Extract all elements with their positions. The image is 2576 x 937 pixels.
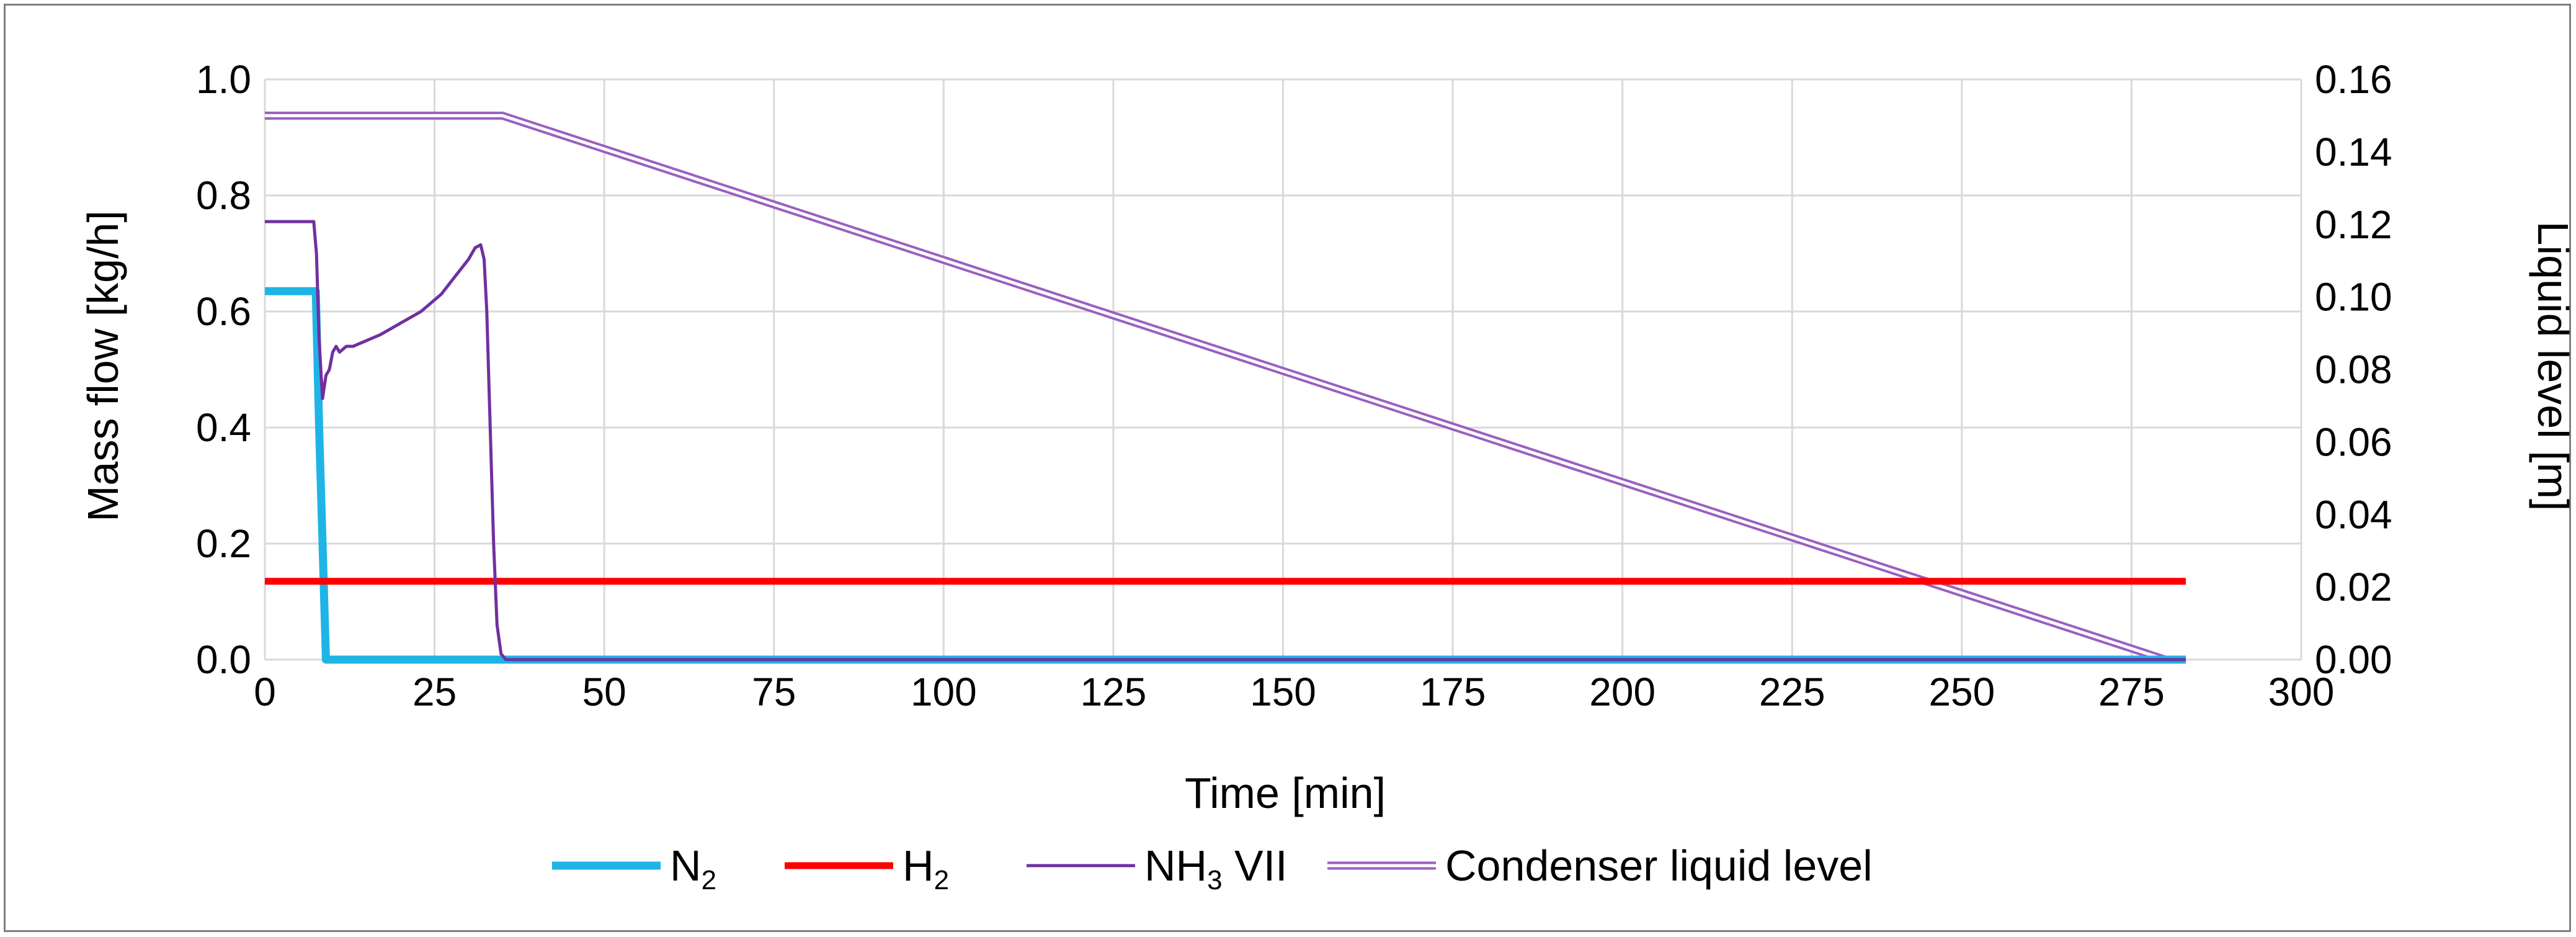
x-tick-label: 150: [1250, 670, 1316, 714]
legend-label-h2: H2: [902, 841, 949, 895]
legend-label-main: N: [670, 841, 702, 890]
legend-label-nh3-vii: NH3 VII: [1144, 841, 1288, 895]
y2-tick-label: 0.12: [2315, 202, 2392, 247]
x-tick-label: 275: [2098, 670, 2165, 714]
legend-label-main: Condenser liquid level: [1445, 841, 1873, 890]
y2-axis-title: Liquid level [m]: [2529, 222, 2576, 511]
x-tick-label: 50: [582, 670, 626, 714]
legend-label-suffix: VII: [1223, 841, 1288, 890]
legend-label-main: H: [902, 841, 934, 890]
legend-label-main: NH: [1144, 841, 1207, 890]
x-tick-label: 75: [752, 670, 796, 714]
legend-label-subscript: 2: [702, 865, 716, 895]
legend-label-subscript: 2: [934, 865, 949, 895]
x-tick-label: 25: [412, 670, 457, 714]
y2-tick-label: 0.04: [2315, 492, 2392, 537]
y2-tick-label: 0.06: [2315, 419, 2392, 464]
legend-label-condenser-liquid-level: Condenser liquid level: [1445, 841, 1873, 890]
y-tick-label: 0.4: [196, 405, 251, 450]
legend-label-n2: N2: [670, 841, 716, 895]
x-tick-label: 300: [2268, 670, 2335, 714]
x-axis-title: Time [min]: [1185, 769, 1386, 817]
y-tick-label: 0.2: [196, 521, 251, 566]
legend-label-subscript: 3: [1207, 865, 1222, 895]
x-tick-label: 0: [254, 670, 276, 714]
y-axis-title: Mass flow [kg/h]: [79, 210, 127, 522]
legend: N2 H2 NH3 VII Condenser liquid level: [552, 841, 1873, 895]
series-layer: [265, 111, 2186, 664]
series-line-nh3-vii: [265, 220, 2186, 661]
x-tick-label: 100: [911, 670, 977, 714]
tick-labels: 0 25 50 75 100 125 150 175 200 225 250 275 300 0.0 0.2…: [196, 57, 2392, 714]
y2-tick-label: 0.02: [2315, 565, 2392, 609]
y2-tick-label: 0.14: [2315, 130, 2392, 174]
chart-frame: [4, 4, 2571, 932]
y-tick-label: 0.0: [196, 637, 251, 682]
y2-tick-label: 0.00: [2315, 637, 2392, 682]
x-tick-label: 200: [1589, 670, 1656, 714]
x-tick-label: 175: [1420, 670, 1486, 714]
y-tick-label: 1.0: [196, 57, 251, 102]
series-line-n2: [265, 287, 2186, 664]
y-tick-label: 0.8: [196, 173, 251, 218]
x-tick-label: 250: [1928, 670, 1995, 714]
x-tick-label: 225: [1759, 670, 1825, 714]
y2-tick-label: 0.16: [2315, 57, 2392, 102]
y-tick-label: 0.6: [196, 289, 251, 334]
y2-tick-label: 0.10: [2315, 275, 2392, 320]
y2-tick-label: 0.08: [2315, 347, 2392, 392]
x-tick-label: 125: [1081, 670, 1147, 714]
